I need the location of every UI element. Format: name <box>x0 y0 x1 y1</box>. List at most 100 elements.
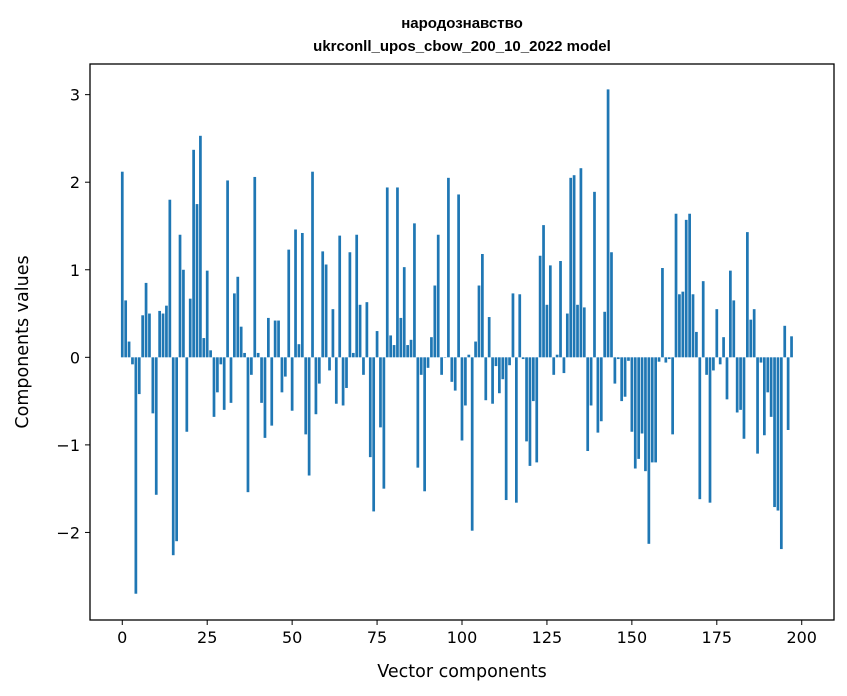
bar-22 <box>195 204 199 358</box>
bar-139 <box>593 191 596 358</box>
bar-170 <box>698 357 702 500</box>
bar-104 <box>474 341 477 358</box>
bar-189 <box>763 357 766 436</box>
bar-186 <box>752 309 756 358</box>
x-tick-label: 150 <box>617 628 648 647</box>
bar-88 <box>419 357 423 375</box>
bar-123 <box>538 255 542 358</box>
bar-86 <box>413 223 416 358</box>
bar-146 <box>616 357 620 360</box>
x-axis-ticks: 0 25 50 75 100 125 150 175 200 <box>117 620 817 647</box>
bar-29 <box>219 357 223 365</box>
bar-11 <box>158 310 161 358</box>
bar-141 <box>599 357 603 422</box>
bar-122 <box>535 357 539 463</box>
bar-169 <box>695 331 698 358</box>
bar-61 <box>328 357 331 371</box>
bar-110 <box>494 357 498 367</box>
bar-193 <box>776 357 780 511</box>
bar-188 <box>759 357 763 363</box>
bar-126 <box>548 265 552 358</box>
bar-56 <box>311 171 314 358</box>
bars-group <box>120 89 793 594</box>
bar-194 <box>779 357 783 550</box>
bar-191 <box>769 357 773 417</box>
bar-80 <box>392 345 396 358</box>
bar-156 <box>650 357 654 463</box>
bar-5 <box>137 357 141 395</box>
bar-44 <box>270 357 274 426</box>
x-tick-label: 200 <box>786 628 817 647</box>
x-tick-label: 75 <box>367 628 387 647</box>
bar-18 <box>182 269 185 358</box>
bar-65 <box>341 357 345 406</box>
bar-153 <box>640 357 644 434</box>
bar-136 <box>582 307 586 358</box>
bar-21 <box>192 149 195 358</box>
bar-148 <box>623 357 627 397</box>
bar-96 <box>447 177 450 358</box>
bar-10 <box>154 357 158 495</box>
bar-78 <box>385 187 389 358</box>
bar-121 <box>531 357 535 402</box>
bar-161 <box>667 357 671 360</box>
bar-75 <box>375 331 379 358</box>
bar-37 <box>246 357 250 493</box>
chart-title: народознавство <box>401 15 523 32</box>
bar-92 <box>433 285 437 358</box>
bar-109 <box>491 357 494 404</box>
bar-138 <box>589 357 593 406</box>
bar-60 <box>324 264 328 358</box>
bar-187 <box>756 357 759 454</box>
bar-172 <box>705 357 708 375</box>
bar-177 <box>722 337 725 358</box>
bar-142 <box>603 311 607 358</box>
bar-26 <box>209 350 212 358</box>
y-tick-label: −2 <box>56 523 80 542</box>
x-tick-label: 50 <box>282 628 302 647</box>
bar-178 <box>725 357 729 400</box>
bar-163 <box>674 213 678 358</box>
bar-131 <box>565 313 569 358</box>
bar-4 <box>134 357 138 594</box>
bar-182 <box>739 357 742 410</box>
bar-89 <box>423 357 426 492</box>
bar-6 <box>141 315 145 358</box>
bar-197 <box>790 336 793 358</box>
bar-152 <box>637 357 641 459</box>
bar-27 <box>212 357 216 417</box>
y-tick-label: 3 <box>70 86 80 105</box>
bar-81 <box>396 187 399 358</box>
bar-111 <box>498 357 501 394</box>
y-tick-label: 1 <box>70 261 80 280</box>
bar-115 <box>511 293 515 358</box>
bar-2 <box>127 341 131 358</box>
bar-83 <box>402 267 406 358</box>
bar-127 <box>552 357 556 375</box>
bar-15 <box>171 357 175 556</box>
bar-33 <box>233 293 236 358</box>
bar-77 <box>382 357 386 489</box>
bar-151 <box>633 357 637 469</box>
bar-93 <box>436 234 440 358</box>
bar-98 <box>453 357 457 391</box>
bar-137 <box>586 357 590 452</box>
bar-125 <box>545 304 549 358</box>
bar-45 <box>273 320 277 358</box>
bar-3 <box>131 357 134 365</box>
bar-72 <box>365 302 369 358</box>
x-tick-label: 0 <box>117 628 127 647</box>
bar-79 <box>389 335 393 358</box>
bar-8 <box>148 313 151 358</box>
bar-85 <box>409 339 413 358</box>
bar-43 <box>267 317 270 358</box>
bar-134 <box>576 304 579 358</box>
bar-55 <box>307 357 311 476</box>
bar-40 <box>256 352 260 358</box>
bar-164 <box>678 294 681 358</box>
bar-36 <box>243 352 246 358</box>
bar-167 <box>688 213 691 358</box>
y-tick-label: 0 <box>70 348 80 367</box>
bar-162 <box>671 357 674 435</box>
bar-144 <box>610 252 613 358</box>
